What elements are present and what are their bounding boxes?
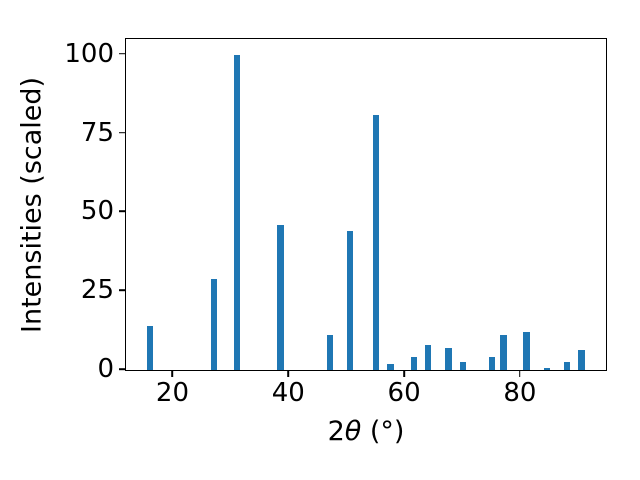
bar — [425, 344, 432, 370]
y-tick-label: 25 — [80, 275, 114, 306]
x-tick-mark — [403, 371, 405, 377]
y-tick-label: 75 — [80, 117, 114, 148]
y-tick-label: 50 — [80, 196, 114, 227]
x-tick-mark — [287, 371, 290, 377]
bar — [459, 362, 467, 370]
y-tick-mark — [119, 52, 125, 55]
bar — [387, 363, 394, 370]
bar — [372, 114, 380, 370]
y-tick-label: 0 — [97, 354, 114, 384]
y-tick-label: 100 — [64, 38, 114, 69]
y-tick-mark — [119, 368, 125, 370]
x-axis-label-theta: θ — [344, 416, 362, 447]
bar — [233, 54, 241, 370]
bar — [147, 325, 154, 370]
bar — [523, 332, 530, 370]
x-axis-label-suffix: (°) — [361, 416, 405, 447]
bar — [488, 357, 496, 370]
y-tick-mark — [119, 210, 125, 213]
x-tick-label: 80 — [503, 378, 537, 408]
plot-wrap: 20 40 60 80 0 25 50 75 100 — [64, 38, 607, 406]
bar — [500, 335, 507, 370]
bar — [410, 357, 417, 370]
x-tick-mark — [171, 371, 174, 377]
bar — [326, 335, 333, 370]
x-tick-label: 40 — [271, 378, 305, 408]
bar — [578, 349, 585, 370]
y-tick-mark — [119, 289, 125, 291]
x-axis-label-prefix: 2 — [327, 416, 345, 447]
bar — [277, 225, 284, 370]
bar — [564, 362, 571, 370]
y-tick-mark — [119, 131, 125, 134]
x-tick-mark — [519, 371, 521, 377]
y-axis-label: Intensities (scaled) — [16, 76, 48, 333]
plot-area — [125, 38, 607, 371]
bar — [445, 347, 452, 370]
x-axis-label: 2θ (°) — [125, 416, 607, 448]
bar — [346, 231, 354, 370]
bar — [210, 278, 218, 370]
x-tick-label: 20 — [155, 378, 190, 408]
bar — [543, 367, 551, 370]
x-tick-label: 60 — [387, 378, 421, 408]
